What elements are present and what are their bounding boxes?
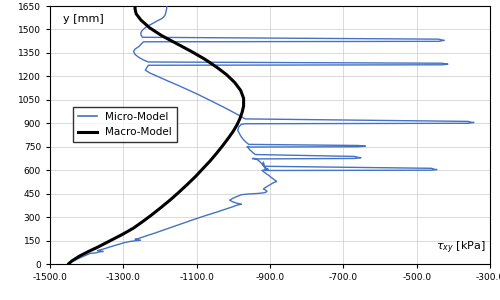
Text: $\tau_{xy}$ [kPa]: $\tau_{xy}$ [kPa] <box>436 240 486 256</box>
Legend: Micro-Model, Macro-Model: Micro-Model, Macro-Model <box>73 107 177 142</box>
Text: y [mm]: y [mm] <box>63 14 104 24</box>
